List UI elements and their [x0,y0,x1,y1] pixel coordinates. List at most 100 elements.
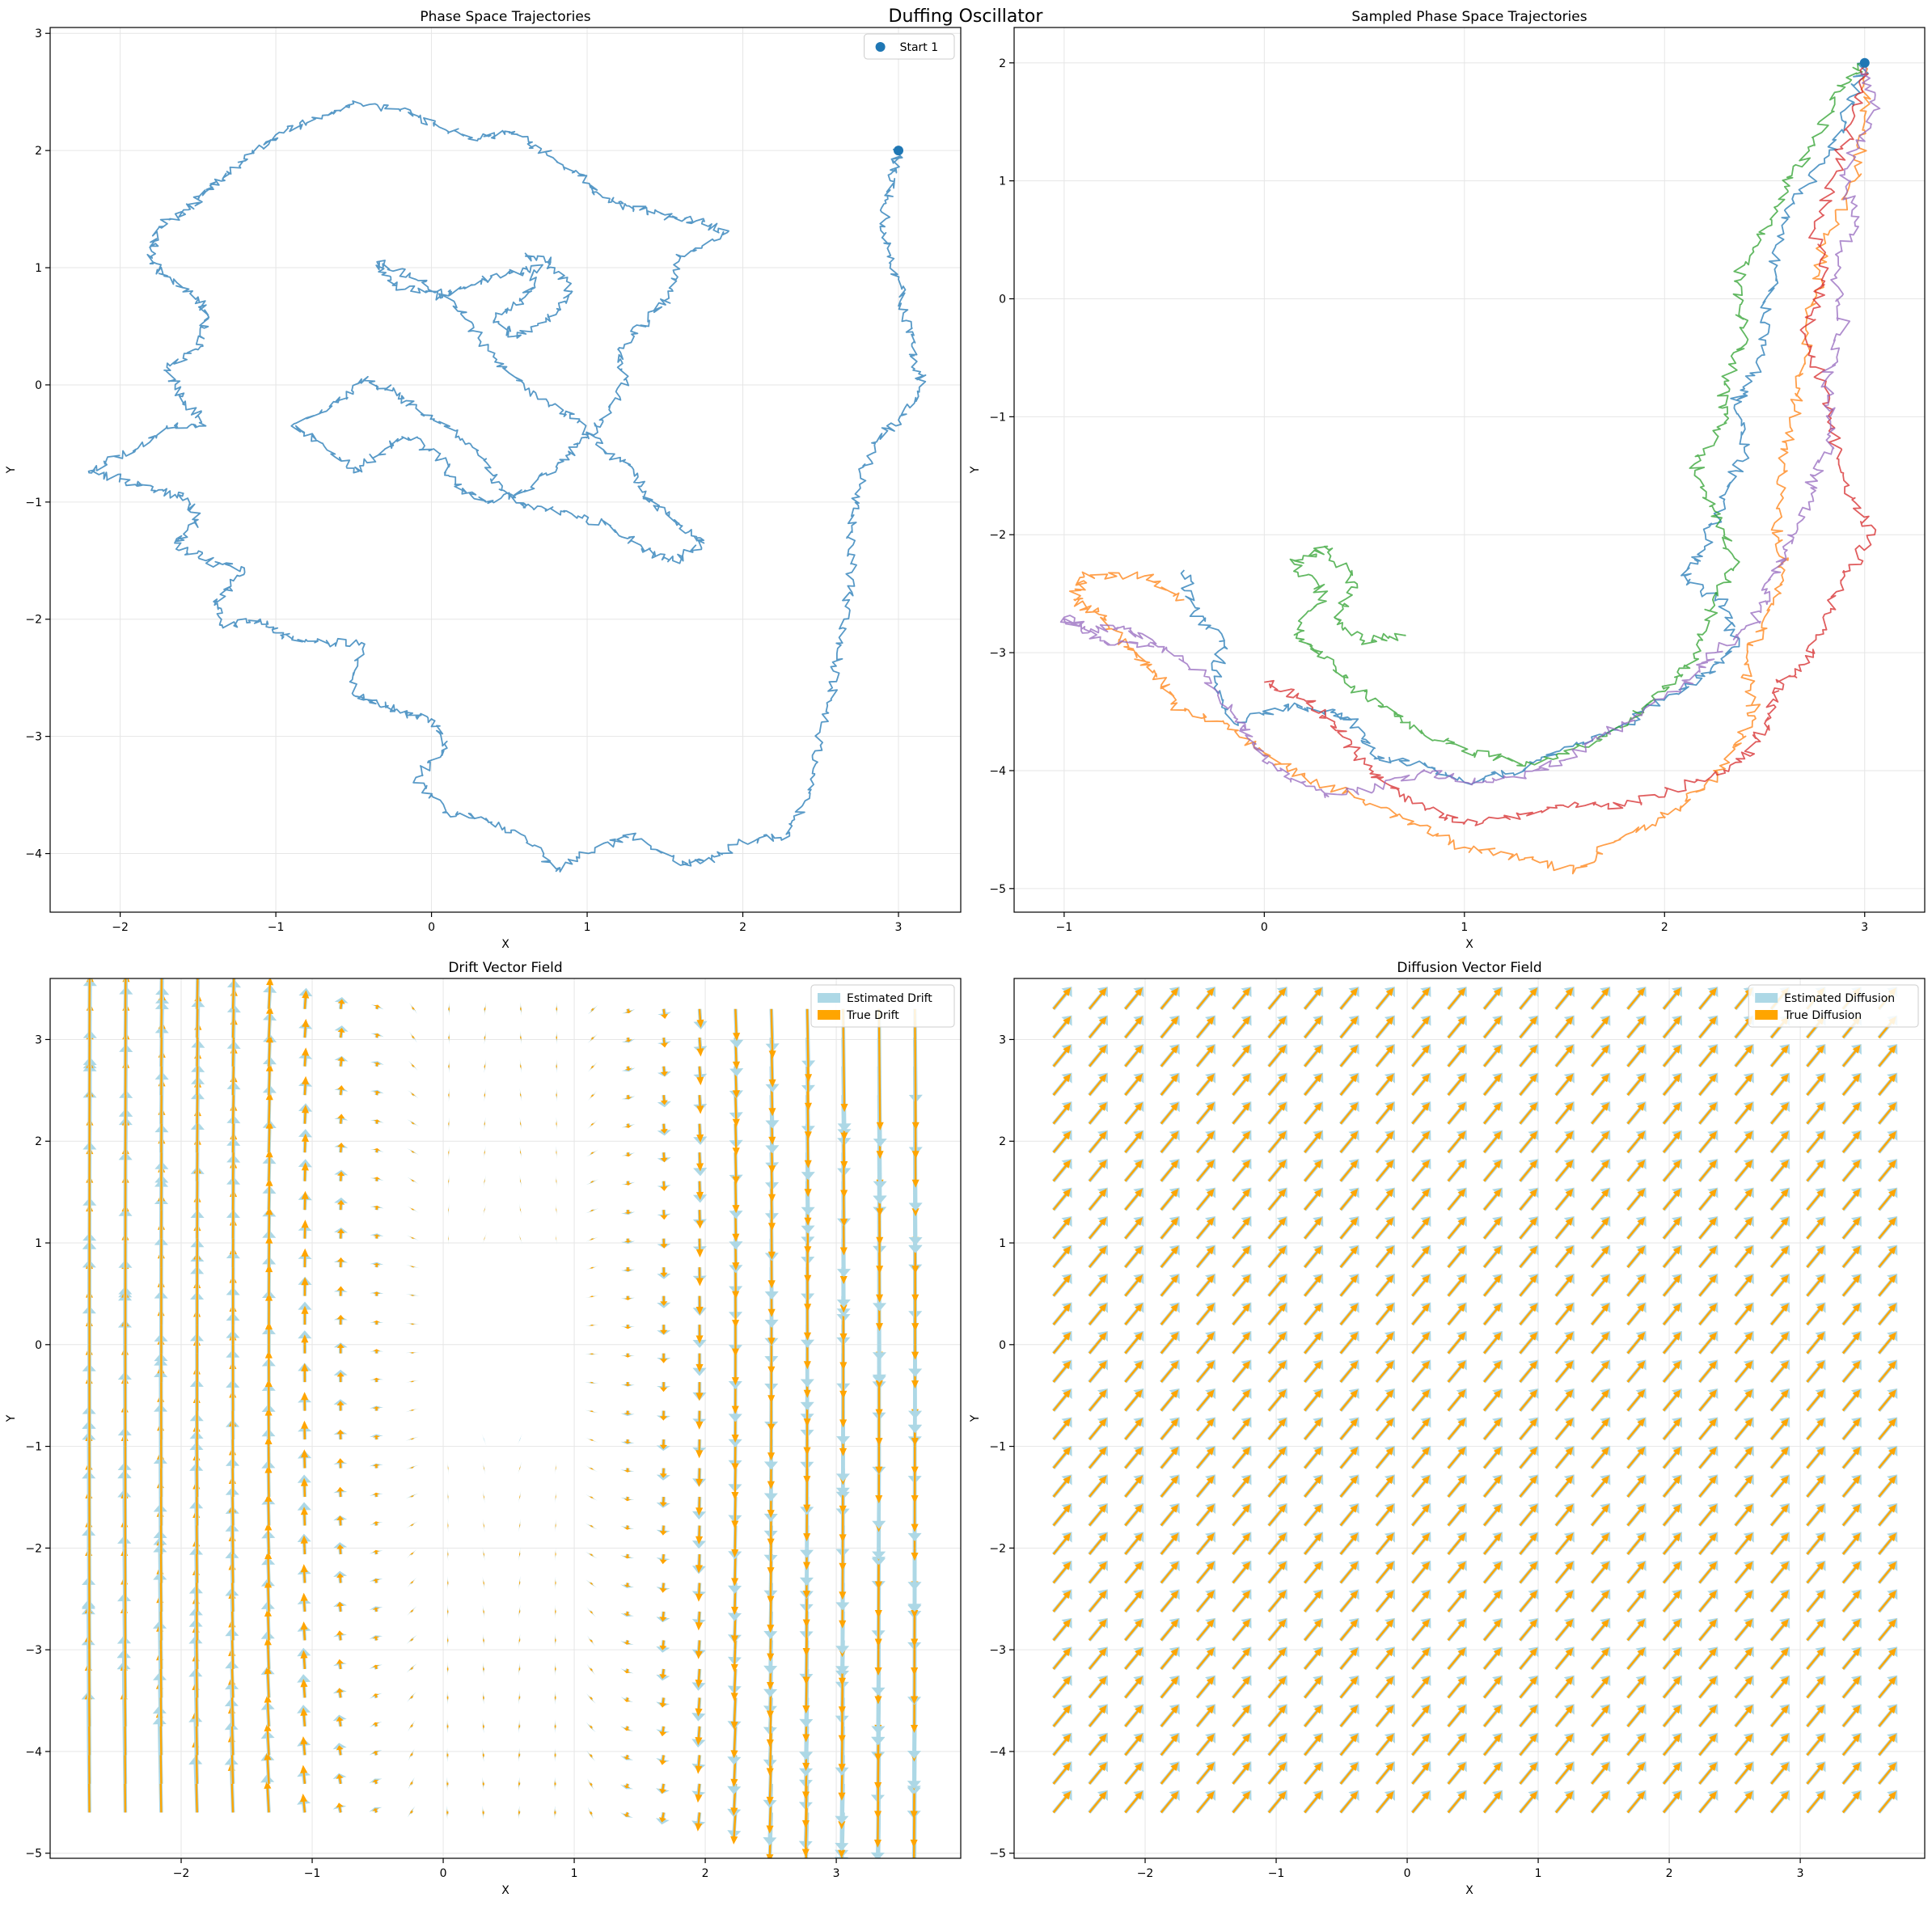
x-tick-label: 1 [1535,1867,1542,1880]
true-arrow [336,1659,344,1670]
true-arrow [1411,1791,1430,1814]
true-arrow [518,1780,521,1788]
true-arrow [588,1581,594,1587]
true-arrow [1196,1188,1215,1211]
true-arrow [1376,1619,1394,1642]
true-arrow [624,1210,632,1215]
true-arrow [730,1668,738,1701]
true-arrow [1734,1332,1753,1354]
true-arrow [1663,1447,1681,1469]
true-arrow [1806,1045,1825,1067]
true-arrow [1160,1245,1179,1268]
true-arrow [1376,1274,1394,1297]
true-arrow [1196,1217,1215,1240]
true-arrow [1483,1647,1502,1670]
true-arrow [1160,1073,1179,1096]
true-arrow [1411,1418,1430,1440]
true-arrow [588,1609,594,1615]
true-arrow [1770,1705,1789,1727]
true-arrow [1304,1791,1322,1814]
true-arrow [1304,1762,1322,1785]
true-arrow [1770,1418,1789,1440]
x-tick-label: −2 [173,1867,190,1880]
true-arrow [659,1640,667,1650]
arrow-field [1051,987,1898,1814]
true-arrow [588,1495,595,1499]
true-arrow [1698,1188,1717,1211]
true-arrow [1770,1073,1789,1096]
true-arrow [1483,1245,1502,1268]
true-arrow [1806,1647,1825,1670]
true-arrow [373,1291,381,1296]
true-arrow [695,1382,704,1401]
true-arrow [518,1693,521,1701]
true-arrow [1663,1188,1681,1211]
true-arrow [409,1637,415,1642]
true-arrow [231,978,235,1009]
true-arrow [1232,1705,1251,1727]
true-arrow [1196,1447,1215,1469]
x-tick-label: −1 [1268,1867,1285,1880]
true-arrow [1089,1762,1107,1785]
true-arrow [1232,1188,1251,1211]
true-arrow [1842,1590,1861,1612]
true-arrow [1447,1562,1466,1584]
true-arrow [1089,1562,1107,1584]
true-arrow [695,1583,703,1602]
true-arrow [1124,1562,1143,1584]
true-arrow [1447,1705,1466,1727]
true-arrow [300,1535,308,1555]
true-arrow [1411,1647,1430,1670]
true-arrow [695,1353,704,1372]
true-arrow [1483,1188,1502,1211]
true-arrow [483,1637,484,1645]
true-arrow [1626,1073,1646,1096]
true-arrow [1806,1619,1825,1642]
true-arrow [1842,1073,1861,1096]
true-arrow [1376,1418,1394,1440]
true-arrow [1304,1045,1322,1067]
true-arrow [448,1005,450,1013]
true-arrow [372,1693,379,1698]
true-arrow [1663,1532,1681,1555]
true-arrow [446,1751,449,1759]
true-arrow [1626,1475,1646,1498]
true-arrow [1124,1245,1143,1268]
x-tick-label: 2 [739,921,746,934]
true-arrow [1770,1676,1789,1699]
true-arrow [695,1697,703,1717]
true-arrow [1196,1475,1215,1498]
true-arrow [1519,1274,1538,1297]
true-arrow [1591,1762,1609,1785]
true-arrow [1698,1705,1717,1727]
true-arrow [1555,1504,1574,1527]
y-tick-label: −4 [25,1746,42,1759]
true-arrow [1663,1160,1681,1182]
true-arrow [1519,1619,1538,1642]
true-arrow [1447,987,1466,1010]
true-arrow [731,1583,739,1615]
legend-patch [1755,993,1778,1003]
true-arrow [1339,1274,1359,1297]
true-arrow [1806,1504,1825,1527]
x-axis-label: X [1465,1884,1473,1897]
true-arrow [1734,1676,1753,1699]
true-arrow [590,1035,595,1042]
true-arrow [1842,1562,1861,1584]
true-arrow [1196,1562,1215,1584]
true-arrow [1089,1130,1107,1153]
true-arrow [1232,1389,1251,1412]
true-arrow [1411,1217,1430,1240]
true-arrow [336,1429,345,1440]
true-arrow [1483,1734,1502,1756]
true-arrow [624,1726,631,1731]
true-arrow [409,1121,416,1126]
legend-label: True Drift [846,1009,899,1022]
true-arrow [1555,1590,1574,1612]
true-arrow [1878,1360,1896,1383]
true-arrow [1878,1762,1896,1785]
true-arrow [1339,1418,1359,1440]
true-arrow [1806,1332,1825,1354]
true-arrow [1483,1016,1502,1038]
true-arrow [1663,1245,1681,1268]
